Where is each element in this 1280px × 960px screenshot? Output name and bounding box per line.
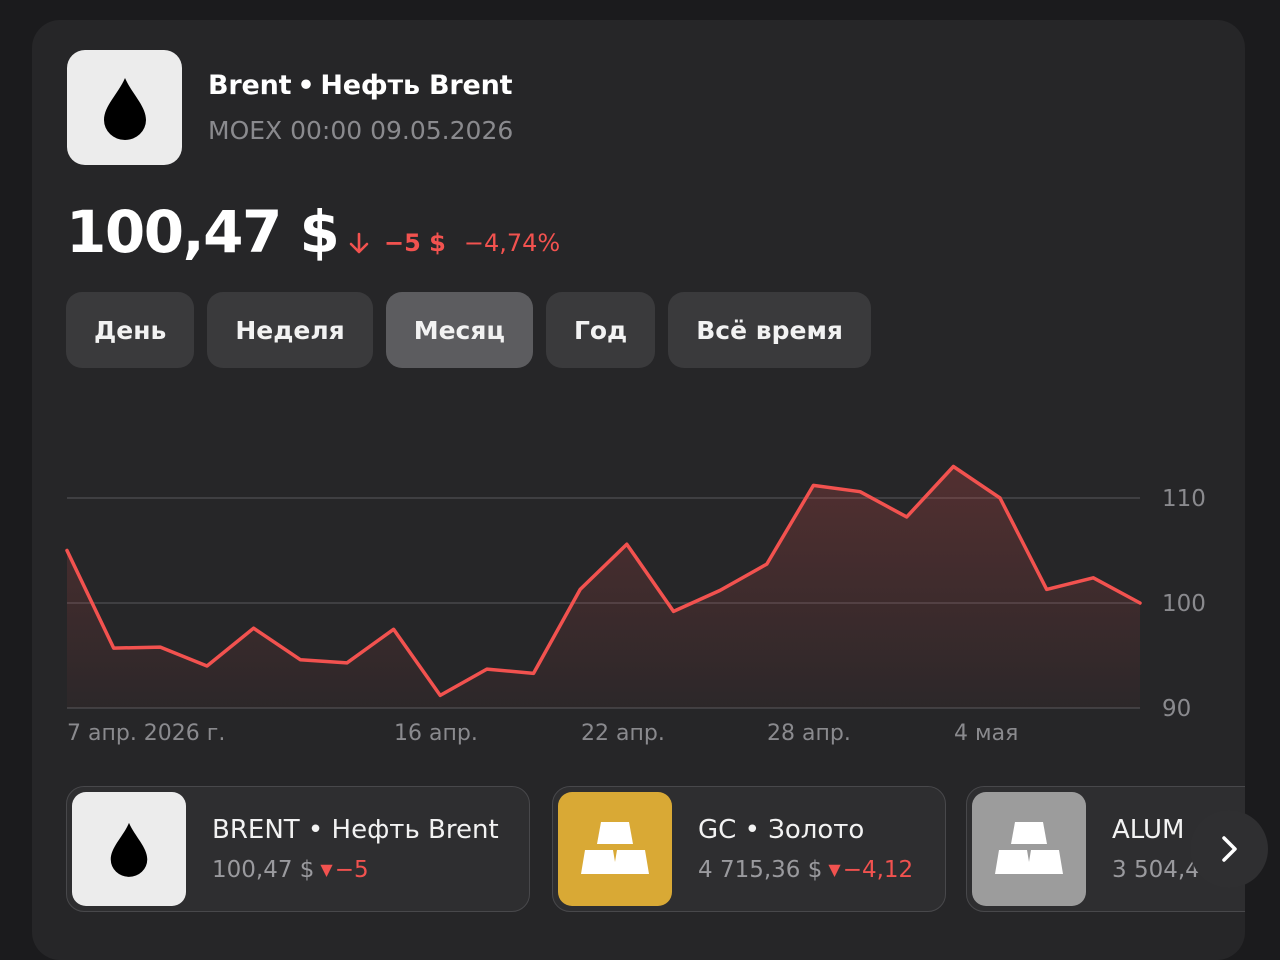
instrument-card: Brent • Нефть Brent MOEX 00:00 09.05.2026 … [32, 20, 1245, 960]
x-tick-label: 4 мая [954, 721, 1018, 746]
ticker-name: GC • Золото [698, 815, 865, 845]
arrow-down-icon [349, 232, 369, 254]
ticker-card-aluminium[interactable]: ALUM 3 504,4 [966, 786, 1245, 912]
price-change: −5 $ −4,74% [348, 229, 560, 257]
triangle-down-icon: ▼ [828, 860, 841, 879]
exchange-time: MOEX 00:00 09.05.2026 [208, 116, 514, 145]
instrument-code: Brent [208, 70, 292, 101]
ticker-change: ▼−5 [320, 857, 369, 883]
tab-month[interactable]: Месяц [385, 292, 533, 368]
y-tick-label: 110 [1162, 486, 1206, 512]
gold-bars-icon [558, 792, 672, 906]
price-chart[interactable]: 90 100 110 7 апр. 2026 г. 16 апр. 22 апр. 28 … [32, 390, 1245, 750]
instrument-title: Brent • Нефть Brent [208, 70, 513, 101]
tab-week[interactable]: Неделя [207, 292, 373, 368]
next-tickers-button[interactable] [1190, 810, 1268, 888]
oil-drop-icon [67, 50, 182, 165]
chart-area [67, 466, 1140, 708]
chevron-right-icon [1222, 836, 1237, 862]
tab-all-time[interactable]: Всё время [668, 292, 871, 368]
tab-day[interactable]: День [66, 292, 195, 368]
ticker-name: BRENT • Нефть Brent [212, 815, 499, 845]
y-tick-label: 90 [1162, 696, 1191, 722]
change-percent: −4,74% [463, 229, 561, 257]
ticker-price: 3 504,4 [1112, 857, 1200, 883]
x-tick-label: 7 апр. 2026 г. [67, 721, 225, 746]
ticker-name: ALUM [1112, 815, 1185, 845]
oil-drop-icon [72, 792, 186, 906]
ticker-card-brent[interactable]: BRENT • Нефть Brent 100,47 $ ▼−5 [66, 786, 530, 912]
chart-line [65, 464, 1142, 698]
tab-year[interactable]: Год [545, 292, 656, 368]
x-tick-label: 22 апр. [581, 721, 665, 746]
triangle-down-icon: ▼ [320, 860, 333, 879]
x-tick-label: 28 апр. [767, 721, 851, 746]
ticker-card-gold[interactable]: GC • Золото 4 715,36 $ ▼−4,12 [552, 786, 946, 912]
ticker-price: 100,47 $ [212, 857, 315, 883]
ticker-price: 4 715,36 $ [698, 857, 823, 883]
period-tabs: День Неделя Месяц Год Всё время [66, 292, 884, 368]
metal-bars-icon [972, 792, 1086, 906]
related-tickers: BRENT • Нефть Brent 100,47 $ ▼−5 GC • Зол… [66, 786, 1245, 912]
y-tick-label: 100 [1162, 591, 1206, 617]
ticker-change: ▼−4,12 [828, 857, 914, 883]
x-tick-label: 16 апр. [394, 721, 478, 746]
change-absolute: −5 $ [384, 229, 446, 257]
current-price: 100,47 $ [66, 198, 340, 266]
instrument-name: Нефть Brent [320, 70, 513, 101]
